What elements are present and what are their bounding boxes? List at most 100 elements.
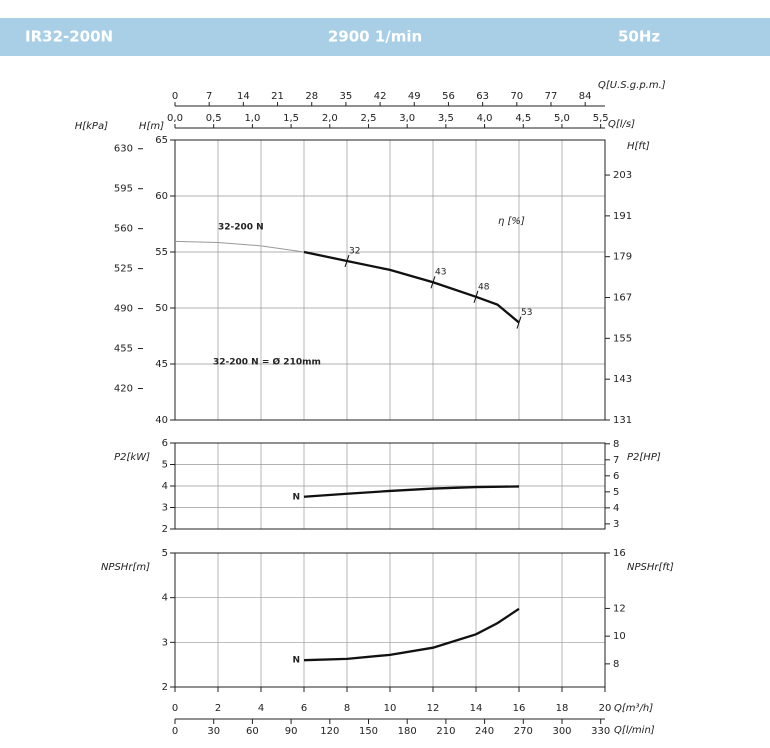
note: 32-200 N = Ø 210mm — [213, 357, 321, 368]
y-tick-label: 2 — [162, 524, 168, 535]
efficiency-tick — [344, 254, 350, 268]
x-tick-label: 14 — [470, 703, 483, 714]
x-tick-label: 3,0 — [399, 113, 415, 124]
y-tick-label: 4 — [162, 593, 168, 604]
y2-tick-label: 4 — [613, 503, 619, 514]
y2-tick-label: 6 — [613, 471, 619, 482]
y2-tick-label: 5 — [613, 487, 619, 498]
x-tick-label: 30 — [207, 726, 220, 737]
x-tick-label: 210 — [436, 726, 455, 737]
x-tick-label: 4,0 — [477, 113, 493, 124]
x-tick-label: 240 — [475, 726, 494, 737]
y-tick-label: 6 — [162, 438, 168, 449]
y-tick-label: 630 — [114, 144, 133, 155]
y2-tick-label: 191 — [613, 211, 632, 222]
axis-label: Q[m³/h] — [614, 703, 653, 714]
x-tick-label: 14 — [237, 91, 250, 102]
y-axis-label: NPSHr[m] — [101, 562, 150, 573]
x-tick-label: 0 — [172, 91, 178, 102]
series-label: N — [292, 492, 300, 502]
x-tick-label: 180 — [398, 726, 417, 737]
y-tick-label: 525 — [114, 264, 133, 275]
axis-label: Q[l/min] — [614, 725, 655, 736]
x-tick-label: 12 — [427, 703, 440, 714]
x-tick-label: 70 — [510, 91, 523, 102]
plot-frame — [174, 139, 606, 421]
x-tick-label: 120 — [320, 726, 339, 737]
axis-label: P2[HP] — [627, 452, 661, 463]
y-tick-label: 490 — [114, 304, 133, 315]
y-tick-label: 5 — [162, 460, 168, 471]
x-tick-label: 270 — [514, 726, 533, 737]
x-tick-label: 35 — [340, 91, 353, 102]
x-tick-label: 5,5 — [593, 113, 609, 124]
x-tick-label: 330 — [591, 726, 610, 737]
axis-label: H[ft] — [627, 141, 650, 152]
header-frequency: 50Hz — [618, 28, 660, 46]
x-tick-label: 42 — [374, 91, 387, 102]
y-tick-label: 595 — [114, 184, 133, 195]
series-label: N — [292, 656, 300, 666]
x-tick-label: 2,0 — [322, 113, 338, 124]
y-tick-label: 2 — [162, 682, 168, 693]
y-tick-label: 40 — [155, 415, 168, 426]
x-tick-label: 90 — [285, 726, 298, 737]
efficiency-tick — [516, 316, 522, 329]
y-tick-label: 3 — [162, 503, 168, 514]
x-tick-label: 77 — [545, 91, 558, 102]
x-tick-label: 4,5 — [515, 113, 531, 124]
x-tick-label: 150 — [359, 726, 378, 737]
x-tick-label: 0,0 — [167, 113, 183, 124]
x-tick-label: 28 — [305, 91, 318, 102]
efficiency-value: 43 — [435, 268, 446, 278]
efficiency-label: η [%] — [498, 216, 525, 227]
x-tick-label: 7 — [206, 91, 212, 102]
efficiency-value: 32 — [349, 246, 360, 256]
x-tick-label: 1,0 — [244, 113, 260, 124]
x-tick-label: 49 — [408, 91, 421, 102]
y-tick-label: 560 — [114, 224, 133, 235]
y-axis-label: P2[kW] — [114, 452, 150, 463]
y-tick-label: 65 — [155, 135, 168, 146]
x-tick-label: 10 — [384, 703, 397, 714]
x-tick-label: 18 — [556, 703, 569, 714]
y2-tick-label: 155 — [613, 333, 632, 344]
x-tick-label: 4 — [258, 703, 264, 714]
y2-tick-label: 16 — [613, 548, 626, 559]
x-tick-label: 2 — [215, 703, 221, 714]
y-tick-label: 55 — [155, 247, 168, 258]
efficiency-tick — [430, 276, 436, 289]
y2-tick-label: 8 — [613, 439, 619, 450]
y2-tick-label: 203 — [613, 170, 632, 181]
x-tick-label: 63 — [476, 91, 489, 102]
x-tick-label: 300 — [552, 726, 571, 737]
axis-label: H[kPa] — [75, 121, 108, 132]
series-label: 32-200 N — [218, 223, 264, 233]
x-tick-label: 5,0 — [554, 113, 570, 124]
x-tick-label: 16 — [513, 703, 526, 714]
y-tick-label: 50 — [155, 303, 168, 314]
efficiency-value: 48 — [478, 282, 490, 292]
y2-tick-label: 8 — [613, 659, 619, 670]
curve — [303, 485, 520, 498]
x-tick-label: 3,5 — [438, 113, 454, 124]
y-tick-label: 5 — [162, 548, 168, 559]
x-tick-label: 56 — [442, 91, 455, 102]
y-tick-label: 455 — [114, 344, 133, 355]
y2-tick-label: 131 — [613, 415, 632, 426]
y-tick-label: 3 — [162, 637, 168, 648]
y-tick-label: 60 — [155, 191, 168, 202]
y-tick-label: 4 — [162, 481, 168, 492]
x-tick-label: 6 — [301, 703, 307, 714]
y-tick-label: 420 — [114, 383, 133, 394]
x-tick-label: 1,5 — [283, 113, 299, 124]
header-title: IR32-200N — [25, 28, 113, 46]
x-tick-label: 0 — [172, 703, 178, 714]
x-tick-label: 0,5 — [206, 113, 222, 124]
y2-tick-label: 10 — [613, 631, 626, 642]
y2-tick-label: 12 — [613, 603, 626, 614]
y-axis-label: H[m] — [139, 121, 164, 132]
axis-label: Q[U.S.g.p.m.] — [598, 80, 666, 91]
